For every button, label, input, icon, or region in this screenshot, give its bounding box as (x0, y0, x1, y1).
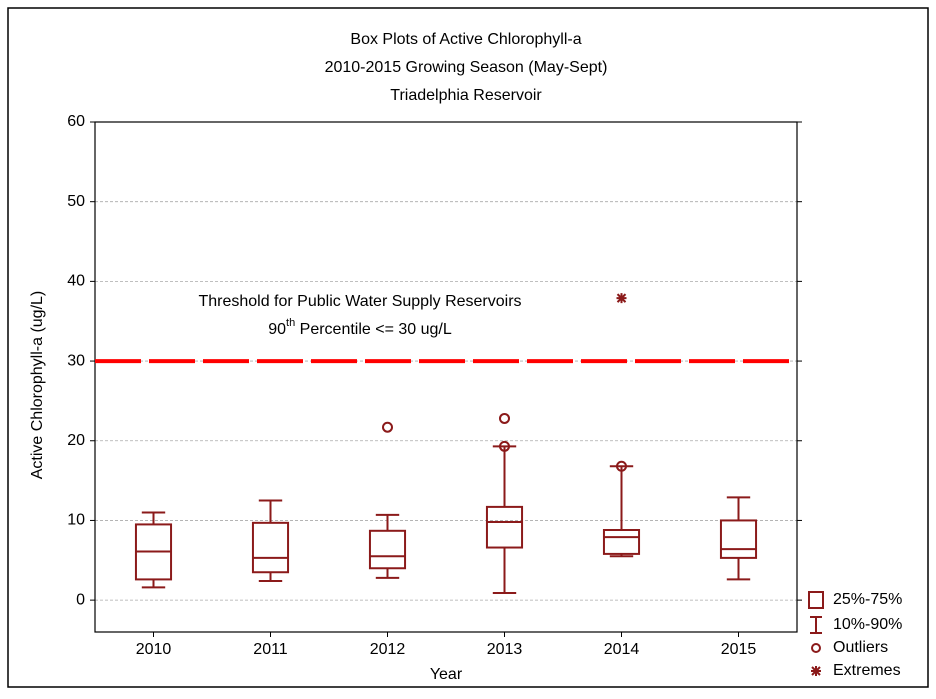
outlier (499, 440, 510, 452)
y-tick-label: 10 (67, 512, 85, 529)
annotation-text: Percentile <= 30 ug/L (295, 321, 452, 338)
legend-extreme (811, 666, 821, 676)
box (485, 505, 524, 549)
x-tick-label: 2010 (136, 641, 172, 658)
x-tick-label: 2011 (253, 641, 288, 658)
annotation-sup: th (286, 317, 295, 329)
y-tick-label: 0 (76, 591, 85, 608)
x-tick-label: 2012 (370, 641, 406, 658)
y-tick-label: 60 (67, 113, 85, 130)
legend-whisker (810, 616, 822, 634)
extreme (616, 293, 627, 304)
annotation: 90th Percentile <= 30 ug/L (268, 317, 452, 338)
y-tick-label: 20 (67, 432, 85, 449)
outlier (499, 412, 510, 424)
y-axis-label: Active Chlorophyll-a (ug/L) (29, 291, 46, 480)
x-tick-label: 2013 (487, 641, 523, 658)
chart-subtitle: Triadelphia Reservoir (390, 87, 542, 104)
y-tick-label: 50 (67, 193, 85, 210)
annotation-text: 90 (268, 321, 286, 338)
legend-box (808, 591, 824, 609)
box (251, 521, 290, 574)
outlier (616, 460, 627, 472)
box (719, 519, 758, 559)
chart-subtitle: 2010-2015 Growing Season (May-Sept) (325, 59, 608, 76)
box (602, 529, 641, 555)
x-tick-label: 2014 (604, 641, 640, 658)
annotation: Threshold for Public Water Supply Reserv… (198, 293, 521, 310)
y-tick-label: 30 (67, 352, 85, 369)
x-axis-label: Year (430, 666, 463, 683)
frame (7, 7, 929, 688)
y-tick-label: 40 (67, 273, 85, 290)
legend-label: Outliers (833, 639, 888, 656)
legend-label: 10%-90% (833, 616, 902, 633)
outlier (382, 421, 393, 433)
box (368, 529, 407, 570)
chart-title: Box Plots of Active Chlorophyll-a (350, 31, 581, 48)
legend-outlier (811, 643, 821, 653)
legend-label: Extremes (833, 662, 901, 679)
plot-area (94, 121, 798, 633)
x-tick-label: 2015 (721, 641, 757, 658)
legend-label: 25%-75% (833, 591, 902, 608)
